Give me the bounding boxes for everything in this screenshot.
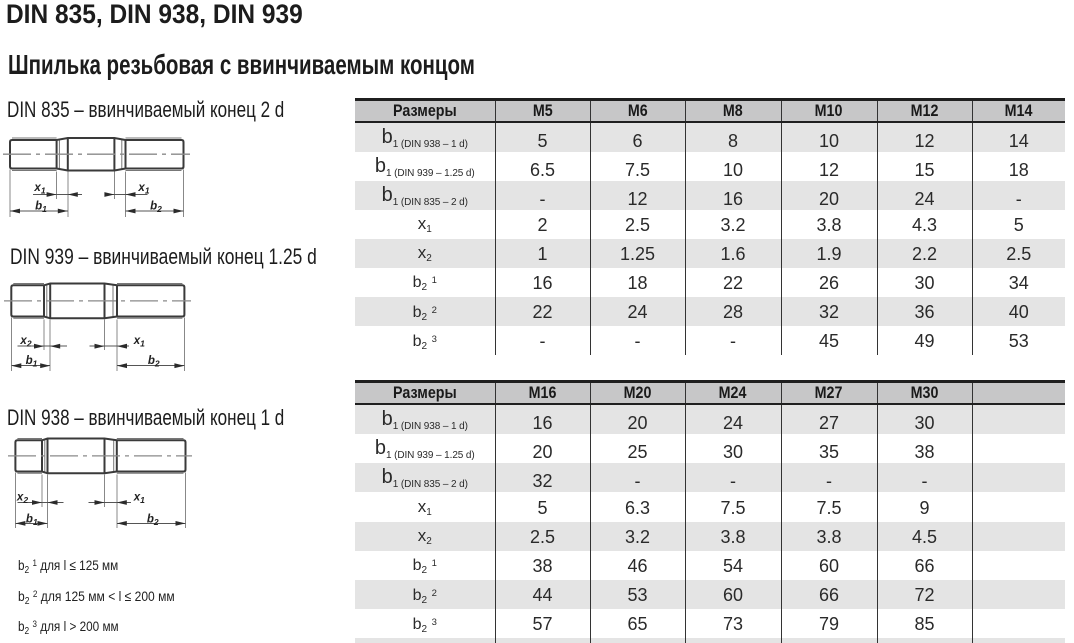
svg-text:b1: b1 xyxy=(35,201,47,215)
svg-text:x1: x1 xyxy=(133,335,145,349)
svg-text:b1: b1 xyxy=(26,514,38,528)
svg-text:b2: b2 xyxy=(150,201,162,215)
svg-text:x1: x1 xyxy=(133,492,145,506)
svg-text:x1: x1 xyxy=(33,182,45,196)
svg-text:x2: x2 xyxy=(19,335,31,349)
svg-text:x1: x1 xyxy=(137,182,149,196)
svg-text:b2: b2 xyxy=(148,355,160,369)
svg-text:b1: b1 xyxy=(26,355,38,369)
svg-text:b2: b2 xyxy=(147,514,159,528)
svg-text:x2: x2 xyxy=(16,492,28,506)
